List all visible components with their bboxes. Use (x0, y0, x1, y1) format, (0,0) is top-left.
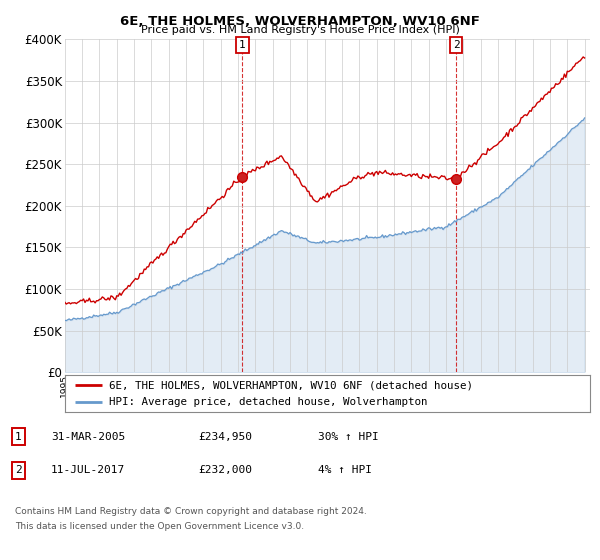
Text: 1: 1 (15, 432, 22, 442)
Text: £234,950: £234,950 (198, 432, 252, 442)
Text: 1: 1 (239, 40, 246, 50)
Text: 30% ↑ HPI: 30% ↑ HPI (318, 432, 379, 442)
Text: 11-JUL-2017: 11-JUL-2017 (51, 465, 125, 475)
Text: HPI: Average price, detached house, Wolverhampton: HPI: Average price, detached house, Wolv… (109, 397, 428, 407)
Text: 6E, THE HOLMES, WOLVERHAMPTON, WV10 6NF (detached house): 6E, THE HOLMES, WOLVERHAMPTON, WV10 6NF … (109, 380, 473, 390)
Text: Contains HM Land Registry data © Crown copyright and database right 2024.: Contains HM Land Registry data © Crown c… (15, 507, 367, 516)
Text: This data is licensed under the Open Government Licence v3.0.: This data is licensed under the Open Gov… (15, 522, 304, 531)
Text: 2: 2 (452, 40, 460, 50)
Text: £232,000: £232,000 (198, 465, 252, 475)
Text: 2: 2 (15, 465, 22, 475)
Text: 4% ↑ HPI: 4% ↑ HPI (318, 465, 372, 475)
Text: Price paid vs. HM Land Registry's House Price Index (HPI): Price paid vs. HM Land Registry's House … (140, 25, 460, 35)
Text: 6E, THE HOLMES, WOLVERHAMPTON, WV10 6NF: 6E, THE HOLMES, WOLVERHAMPTON, WV10 6NF (120, 15, 480, 27)
Text: 31-MAR-2005: 31-MAR-2005 (51, 432, 125, 442)
